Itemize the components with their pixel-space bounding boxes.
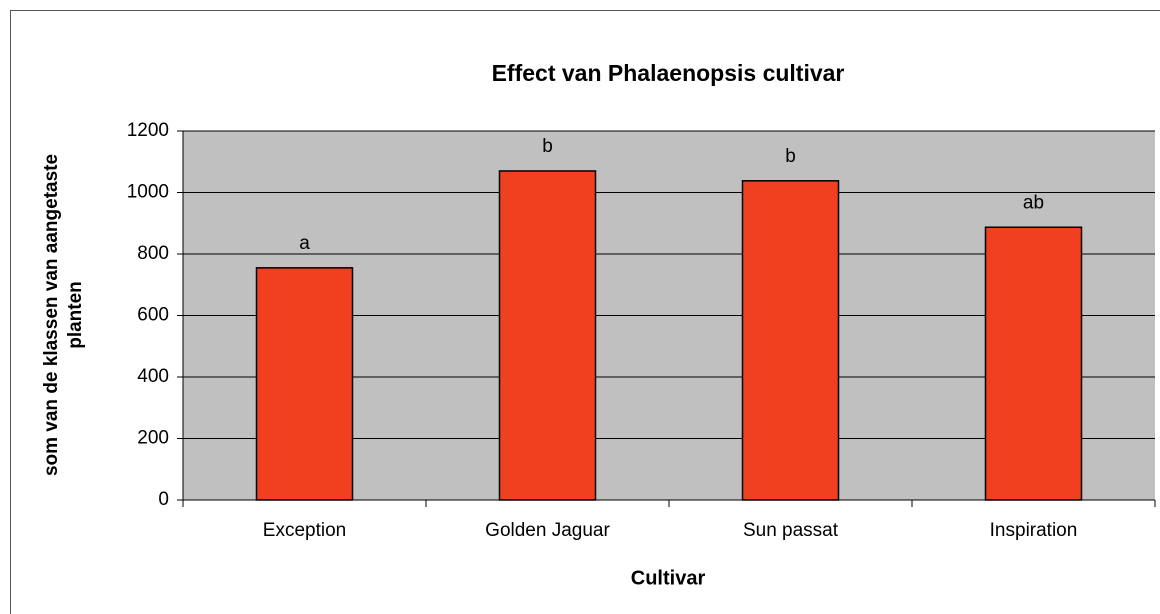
bar [741, 180, 840, 501]
y-tick-label: 800 [137, 243, 169, 264]
y-tick-label: 600 [137, 305, 169, 326]
x-tick-label: Exception [263, 520, 346, 541]
bar [984, 226, 1083, 501]
chart-title: Effect van Phalaenopsis cultivar [492, 60, 845, 86]
y-axis-label: som van de klassen van aangetaste [41, 154, 62, 476]
x-tick-label: Sun passat [743, 520, 839, 541]
bar [255, 267, 354, 501]
y-tick-label: 0 [158, 489, 169, 510]
annotation: b [785, 146, 796, 167]
annotation: ab [1023, 192, 1044, 213]
annotation: a [299, 233, 310, 254]
y-tick-label: 400 [137, 366, 169, 387]
x-axis-label: Cultivar [631, 567, 706, 589]
annotation: b [542, 136, 553, 157]
bar [498, 170, 597, 501]
y-axis-label: planten [65, 281, 86, 349]
y-tick-label: 1200 [127, 120, 169, 141]
x-tick-label: Inspiration [990, 520, 1078, 541]
y-tick-label: 200 [137, 428, 169, 449]
y-tick-label: 1000 [127, 182, 169, 203]
x-tick-label: Golden Jaguar [485, 520, 610, 541]
